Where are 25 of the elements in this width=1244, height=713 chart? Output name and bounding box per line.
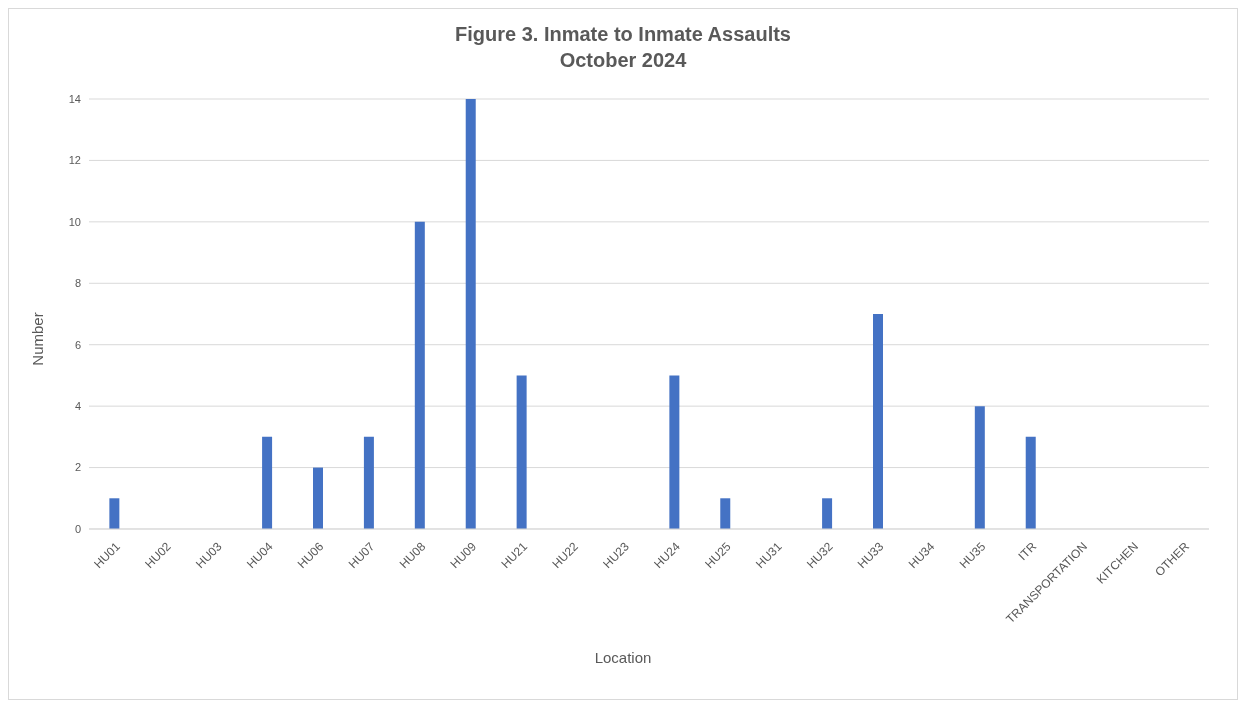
bar (262, 436, 273, 529)
bar (822, 498, 833, 529)
chart-subtitle: October 2024 (558, 48, 688, 73)
chart-title: Figure 3. Inmate to Inmate Assaults (454, 22, 792, 47)
y-tick-label: 2 (74, 461, 81, 474)
y-tick-label: 14 (68, 92, 81, 105)
y-tick-label: 10 (68, 215, 81, 228)
bar (1025, 436, 1036, 529)
y-tick-label: 12 (68, 154, 81, 167)
bar (720, 498, 731, 529)
bar (313, 467, 323, 529)
bar (873, 314, 883, 529)
bar (516, 375, 527, 529)
y-tick-label: 4 (74, 400, 81, 413)
x-axis-title: Location (593, 649, 653, 666)
y-tick-label: 6 (74, 338, 81, 351)
bar (669, 375, 680, 529)
bar (109, 498, 120, 529)
bar (974, 406, 985, 529)
y-axis-title: Number (29, 312, 46, 366)
y-tick-label: 0 (74, 522, 81, 535)
bar (414, 221, 425, 529)
bar (363, 436, 374, 529)
bar (465, 99, 476, 529)
y-tick-label: 8 (74, 277, 81, 290)
